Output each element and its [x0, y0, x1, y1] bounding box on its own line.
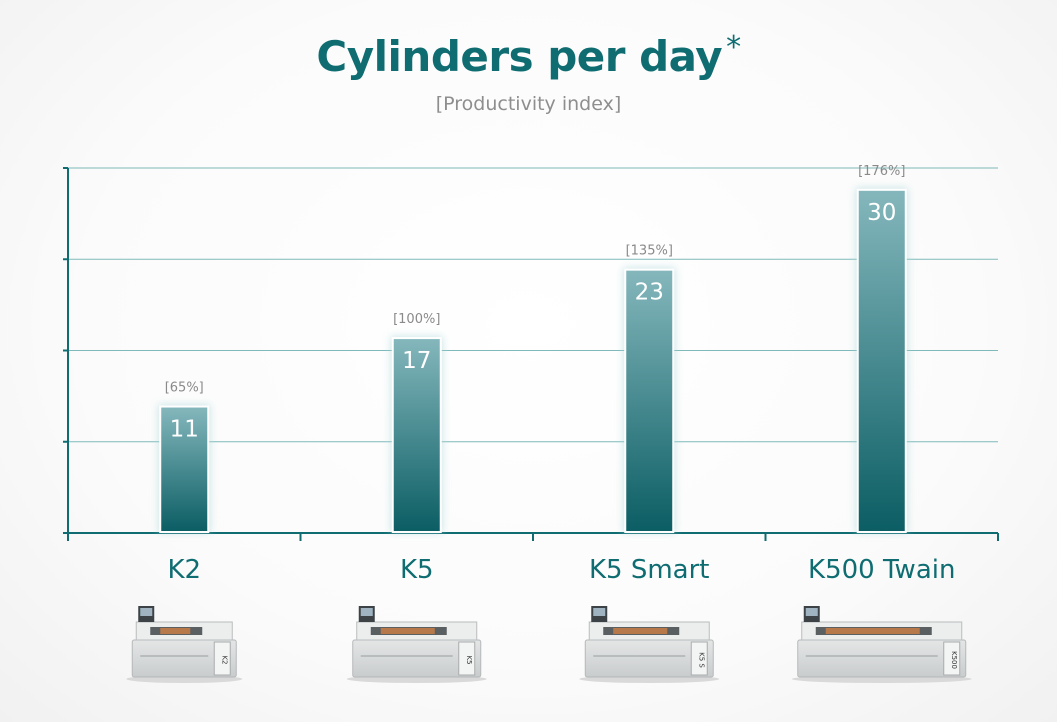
- product-image: K500: [791, 606, 972, 683]
- bar-value-label: 11: [170, 417, 199, 443]
- axes: [63, 167, 999, 541]
- control-screen: [593, 608, 606, 616]
- bar-group: 11 [65%]: [158, 381, 211, 533]
- control-screen: [140, 608, 153, 616]
- grid-lines: [68, 167, 998, 443]
- control-screen: [360, 608, 373, 616]
- machine-side-panel: [690, 641, 708, 676]
- machine-badge: K2: [220, 655, 228, 664]
- bars: 11 [65%] 17 [100%] 23 [135%] 30 [176%]: [158, 164, 908, 533]
- productivity-index-label: [100%]: [393, 312, 440, 327]
- copper-cylinder: [613, 628, 668, 634]
- copper-cylinder: [160, 628, 191, 634]
- category-labels: K2 K5 K5 Smart K500 Twain: [167, 555, 955, 585]
- productivity-index-label: [135%]: [626, 244, 673, 259]
- productivity-index-label: [65%]: [165, 381, 204, 396]
- bar-value-label: 17: [402, 348, 431, 374]
- chart-title-text: Cylinders per day: [316, 32, 723, 81]
- product-images: K2 K5 K5 S K500: [126, 606, 972, 683]
- bar: [161, 407, 208, 531]
- bar: [393, 339, 440, 531]
- category-label: K5 Smart: [589, 555, 710, 585]
- product-image: K5 S: [579, 606, 720, 683]
- chart-title: Cylinders per day *: [0, 30, 1057, 81]
- product-image: K5: [346, 606, 487, 683]
- bar-group: 17 [100%]: [390, 312, 443, 533]
- machine-side-panel: [458, 641, 476, 676]
- bar-group: 23 [135%]: [623, 244, 676, 533]
- product-image: K2: [126, 606, 243, 683]
- bar-value-label: 30: [867, 200, 896, 226]
- bar: [858, 190, 905, 531]
- machine-base: [797, 639, 967, 678]
- copper-cylinder: [380, 628, 435, 634]
- category-label: K500 Twain: [808, 555, 955, 585]
- bar-group: 30 [176%]: [855, 164, 908, 533]
- machine-badge: K5 S: [697, 652, 705, 668]
- category-label: K2: [167, 555, 201, 585]
- machine-side-panel: [943, 641, 961, 676]
- machine-side-panel: [213, 641, 231, 676]
- bar-value-label: 23: [635, 280, 664, 306]
- control-screen: [805, 608, 818, 616]
- chart-subtitle: [Productivity index]: [435, 93, 622, 115]
- machine-badge: K5: [465, 655, 473, 664]
- title-footnote-mark: *: [726, 30, 741, 65]
- machine-badge: K500: [950, 651, 958, 669]
- category-label: K5: [400, 555, 434, 585]
- bar: [626, 270, 673, 531]
- productivity-index-label: [176%]: [858, 164, 905, 179]
- copper-cylinder: [825, 628, 920, 634]
